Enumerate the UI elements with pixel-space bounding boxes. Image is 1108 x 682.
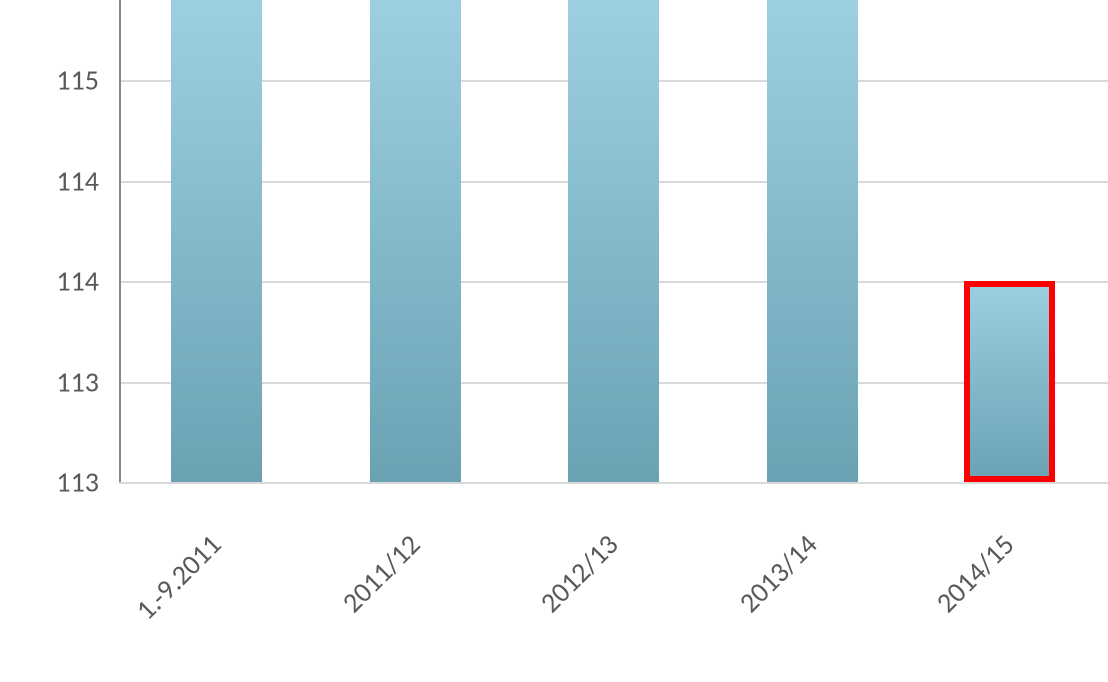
gridline xyxy=(119,482,1108,484)
bar xyxy=(964,281,1055,482)
bar-fill xyxy=(171,0,262,482)
y-axis-label: 115 xyxy=(0,63,99,98)
x-axis-label: 2013/14 xyxy=(732,527,825,620)
bar-chart: 113 113 114 114 115 1.-9.2011 2011/12 2012/13 2… xyxy=(0,0,1108,682)
bar-fill xyxy=(767,0,858,482)
x-axis-label: 2012/13 xyxy=(533,527,626,620)
y-axis-label: 113 xyxy=(0,465,99,500)
y-axis-line xyxy=(119,0,121,482)
y-axis-label: 113 xyxy=(0,364,99,399)
bar xyxy=(767,0,858,482)
x-axis-label: 2011/12 xyxy=(335,527,428,620)
y-axis-label: 114 xyxy=(0,163,99,198)
bar-fill xyxy=(964,281,1055,482)
x-axis-label: 2014/15 xyxy=(929,527,1022,620)
y-axis-label: 114 xyxy=(0,264,99,299)
bar xyxy=(171,0,262,482)
bar-fill xyxy=(568,0,659,482)
x-axis-label: 1.-9.2011 xyxy=(128,527,228,627)
bar-fill xyxy=(370,0,461,482)
bar xyxy=(370,0,461,482)
bar xyxy=(568,0,659,482)
